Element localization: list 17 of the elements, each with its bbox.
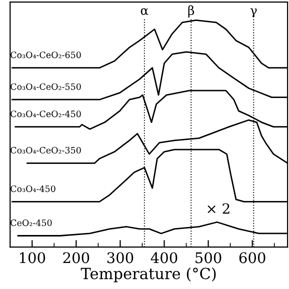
x-tick-label: 300 (107, 252, 134, 264)
x-tick-label: 100 (20, 252, 46, 264)
series-label: Co₃O₄-CeO₂-550 (10, 83, 81, 90)
series-label: CeO₂-450 (10, 219, 52, 226)
ref-line-label: γ (250, 8, 257, 18)
x-tick-label: 500 (196, 252, 222, 264)
x-axis-title: Temperature (°C) (80, 267, 216, 282)
ref-line-label: β (188, 5, 194, 18)
series-label: Co₃O₄-CeO₂-650 (10, 52, 81, 58)
x-tick-label: 400 (150, 252, 178, 264)
annotation: × 2 (208, 203, 230, 214)
series-label: Co₃O₄-CeO₂-450 (10, 110, 81, 118)
ref-line-label: α (140, 8, 148, 16)
series-label: Co₃O₄-450 (10, 185, 56, 192)
x-tick-label: 200 (63, 252, 90, 264)
x-tick-label: 600 (239, 252, 266, 264)
series-label: Co₃O₄-CeO₂-350 (10, 146, 81, 154)
